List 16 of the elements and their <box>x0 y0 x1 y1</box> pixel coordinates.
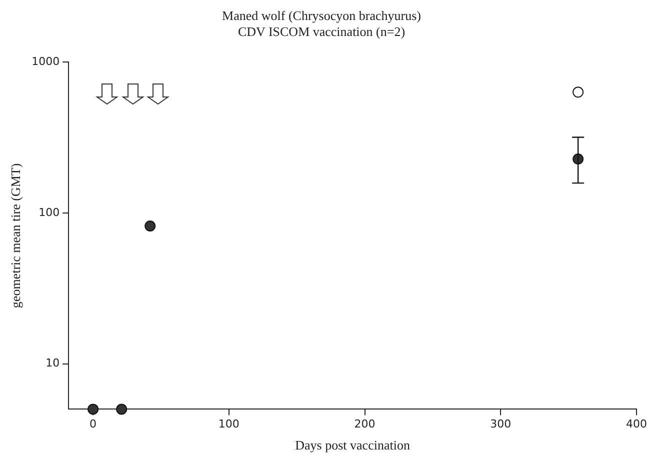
point <box>144 220 156 232</box>
y-tick-label: 10 <box>46 356 60 370</box>
point <box>116 404 128 415</box>
chart-subtitle: CDV ISCOM vaccination (n=2) <box>238 24 406 39</box>
x-tick-label: 400 <box>626 418 647 431</box>
y-tick-label: 100 <box>38 206 60 219</box>
chart-title: Maned wolf (Chrysocyon brachyurus) <box>222 8 421 24</box>
point <box>572 86 584 98</box>
x-tick-label: 100 <box>218 418 240 431</box>
y-tick-label: 1000 <box>32 55 60 68</box>
point <box>88 404 99 415</box>
x-axis-title: Days post vaccination <box>295 438 410 453</box>
x-tick-label: 200 <box>354 418 376 431</box>
x-tick-label: 300 <box>490 418 512 431</box>
x-tick-label: 0 <box>90 418 97 431</box>
y-axis-title: geometric mean tire (GMT) <box>8 163 24 308</box>
